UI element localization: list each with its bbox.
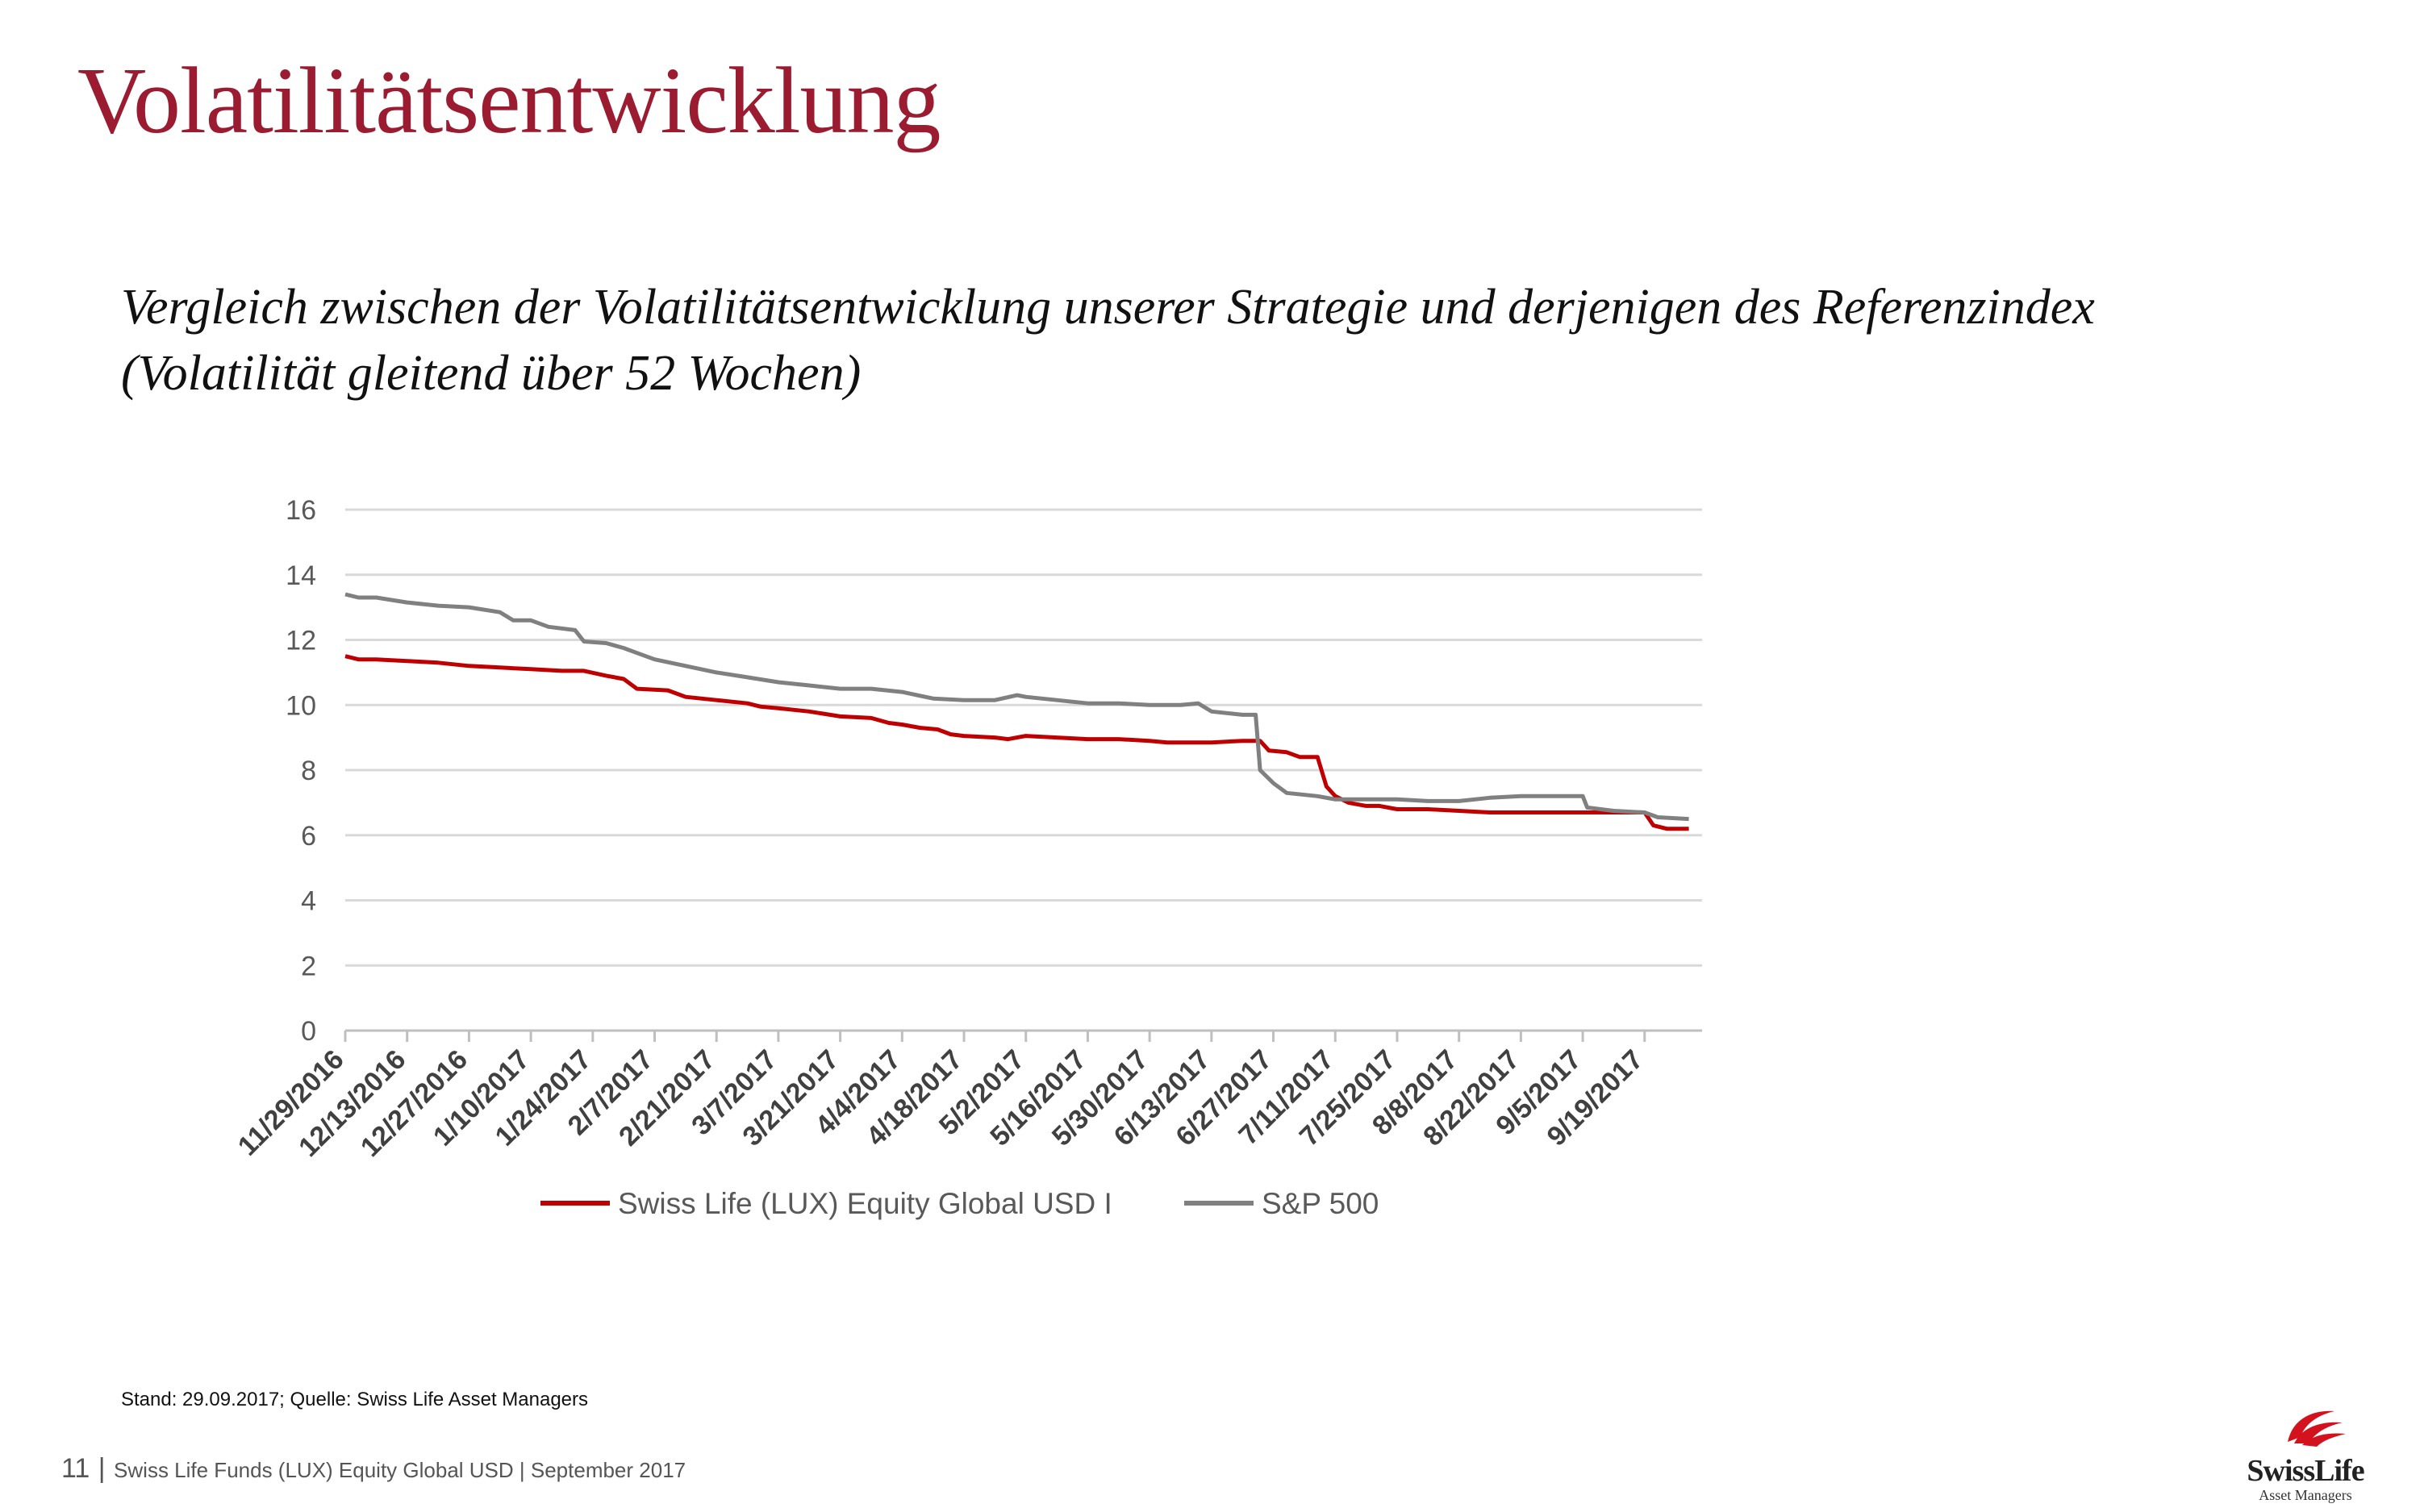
subtitle-line-2: (Volatilität gleitend über 52 Wochen) [121,346,862,401]
y-tick-label: 12 [286,626,316,656]
footer: 11 | Swiss Life Funds (LUX) Equity Globa… [61,1453,686,1485]
source-note: Stand: 29.09.2017; Quelle: Swiss Life As… [121,1389,589,1410]
footer-separator: | [98,1453,106,1484]
y-tick-label: 6 [301,821,316,852]
series-line-fund [344,654,1689,831]
swiss-life-logo: SwissLife Asset Managers [2225,1395,2386,1503]
logo-subtext: Asset Managers [2259,1487,2352,1503]
legend-label-fund: Swiss Life (LUX) Equity Global USD I [618,1187,1112,1220]
series-layer [344,592,1689,831]
y-tick-label: 14 [286,560,316,591]
page-title: Volatilitätsentwicklung [77,48,941,153]
y-tick-label: 2 [301,951,316,981]
chart-legend: Swiss Life (LUX) Equity Global USD I S&P … [540,1187,1379,1220]
axis-layer: 024681012141611/29/201612/13/201612/27/2… [232,495,1702,1163]
legend-label-sp500: S&P 500 [1262,1187,1379,1220]
page-subtitle: Vergleich zwischen der Volatilitätsentwi… [121,274,2299,406]
y-tick-label: 8 [301,756,316,786]
grid-layer [345,508,1702,967]
page-number: 11 [61,1453,90,1484]
footer-text: Swiss Life Funds (LUX) Equity Global USD… [114,1458,686,1482]
logo-brand-text: SwissLife [2247,1454,2364,1488]
series-line-sp500 [344,592,1689,822]
y-tick-label: 16 [286,495,316,526]
subtitle-line-1: Vergleich zwischen der Volatilitätsentwi… [121,280,2095,335]
swiss-life-swoosh-icon [2288,1410,2346,1447]
y-tick-label: 0 [301,1016,316,1047]
y-tick-label: 4 [301,886,316,917]
y-tick-label: 10 [286,690,316,721]
